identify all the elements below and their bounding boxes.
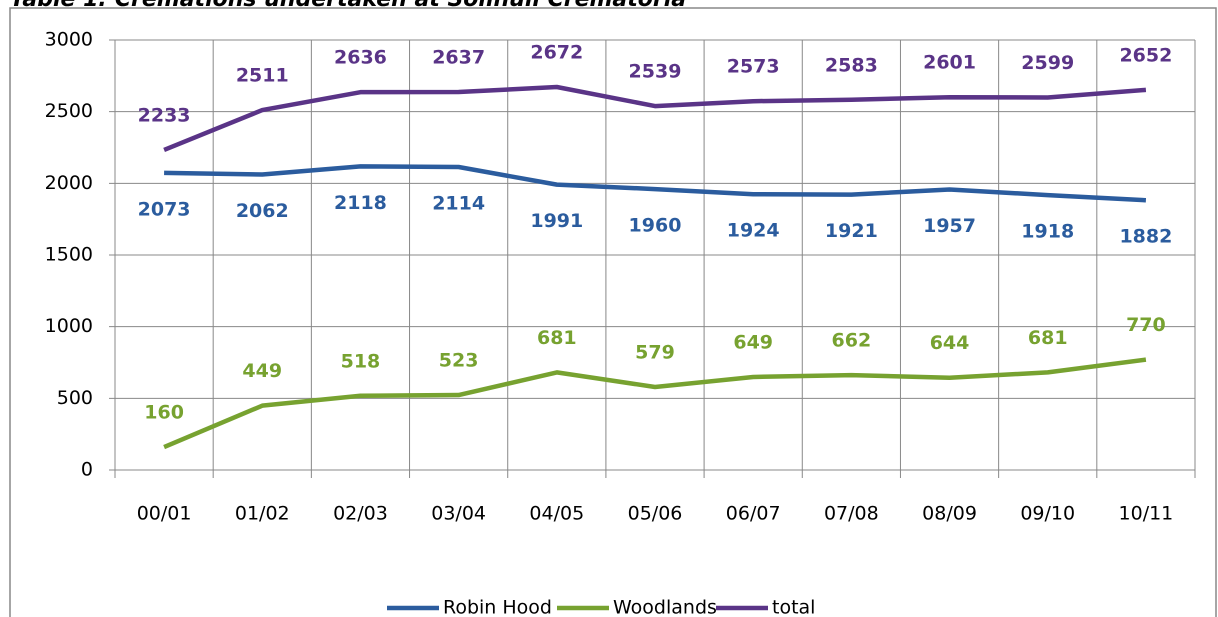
data-label: 2233 xyxy=(138,104,191,126)
chart-frame xyxy=(9,7,1217,617)
data-label: 518 xyxy=(341,350,381,372)
data-label: 2599 xyxy=(1021,52,1074,74)
data-label: 2118 xyxy=(334,192,387,214)
data-label: 1882 xyxy=(1119,226,1172,248)
y-tick-label: 500 xyxy=(57,387,93,409)
data-label: 649 xyxy=(733,331,773,353)
legend-label: Woodlands xyxy=(613,597,717,617)
data-label: 644 xyxy=(930,332,970,354)
x-tick-label: 04/05 xyxy=(529,503,584,525)
data-label: 1918 xyxy=(1021,221,1074,243)
x-tick-label: 02/03 xyxy=(333,503,388,525)
data-label: 160 xyxy=(144,402,184,424)
x-tick-label: 08/09 xyxy=(922,503,977,525)
data-label: 2114 xyxy=(432,192,485,214)
data-label: 2637 xyxy=(432,47,485,69)
data-label: 681 xyxy=(537,327,577,349)
data-label: 579 xyxy=(635,342,675,364)
data-label: 2636 xyxy=(334,47,387,69)
line xyxy=(163,357,1147,450)
data-label: 523 xyxy=(439,350,479,372)
data-label: 2073 xyxy=(138,198,191,220)
x-tick-label: 09/10 xyxy=(1020,503,1075,525)
data-label: 681 xyxy=(1028,327,1068,349)
data-label: 1957 xyxy=(923,215,976,237)
data-label: 2062 xyxy=(236,200,289,222)
data-label: 770 xyxy=(1126,314,1166,336)
data-label: 2583 xyxy=(825,54,878,76)
y-tick-label: 0 xyxy=(81,459,93,481)
legend-label: total xyxy=(772,597,815,617)
legend-label: Robin Hood xyxy=(443,597,552,617)
x-tick-label: 01/02 xyxy=(235,503,290,525)
x-tick-label: 00/01 xyxy=(137,503,192,525)
data-label: 662 xyxy=(832,330,872,352)
y-tick-label: 3000 xyxy=(45,29,93,51)
data-label: 449 xyxy=(242,360,282,382)
data-label: 2573 xyxy=(727,56,780,78)
data-label: 2539 xyxy=(629,61,682,83)
x-tick-label: 07/08 xyxy=(824,503,879,525)
data-label: 1960 xyxy=(629,215,682,237)
chart-title: Table 1: Cremations undertaken at Solihu… xyxy=(10,0,686,12)
y-tick-label: 2000 xyxy=(45,172,93,194)
x-tick-label: 03/04 xyxy=(431,503,486,525)
x-tick-label: 10/11 xyxy=(1119,503,1174,525)
data-label: 2511 xyxy=(236,65,289,87)
data-label: 2601 xyxy=(923,52,976,74)
line xyxy=(163,84,1147,153)
data-label: 2672 xyxy=(530,42,583,64)
y-tick-label: 2500 xyxy=(45,100,93,122)
line xyxy=(164,164,1147,203)
data-label: 1991 xyxy=(530,210,583,232)
data-label: 2652 xyxy=(1119,44,1172,66)
x-tick-label: 06/07 xyxy=(726,503,781,525)
data-label: 1921 xyxy=(825,220,878,242)
y-tick-label: 1000 xyxy=(45,315,93,337)
data-label: 1924 xyxy=(727,220,780,242)
x-tick-label: 05/06 xyxy=(628,503,683,525)
y-tick-label: 1500 xyxy=(45,244,93,266)
